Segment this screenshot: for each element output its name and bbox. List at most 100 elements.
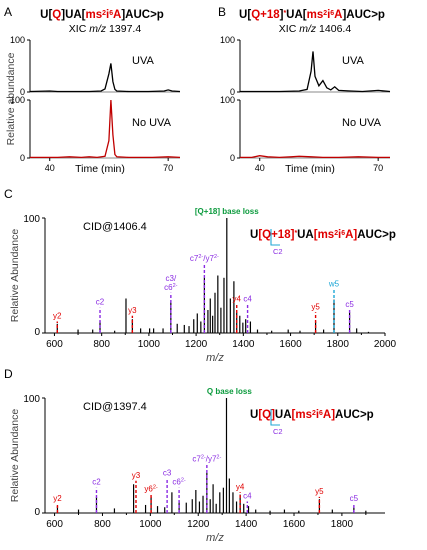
ion-label-part: y5 bbox=[311, 302, 320, 311]
sequence-label-part: AUC>p bbox=[357, 229, 396, 241]
ion-label-c5: c5 bbox=[350, 494, 359, 503]
ion-label-c4: c4 bbox=[243, 492, 252, 501]
xic-x-tick-label: 40 bbox=[45, 163, 55, 173]
ion-label-y3: y3 bbox=[132, 471, 141, 480]
sequence-label-part: [ms bbox=[314, 229, 334, 241]
base-loss-label: Q base loss bbox=[207, 387, 252, 396]
sequence-label-part: 2 bbox=[312, 410, 316, 417]
spectrum-x-tick-label: 1600 bbox=[283, 519, 306, 530]
spectrum-x-tick-label: 2000 bbox=[374, 339, 397, 350]
panel-letter-a: A bbox=[4, 5, 12, 19]
sequence-label-part: i bbox=[316, 409, 319, 421]
ion-label-part: 2- bbox=[181, 478, 186, 484]
spectrum-x-tick-label: 1000 bbox=[139, 519, 162, 530]
spectrum-x-tick-label: 800 bbox=[93, 339, 110, 350]
panelA-title-part: i bbox=[106, 9, 109, 21]
ion-label-part: c6 bbox=[172, 478, 181, 487]
ion-label-part: y3 bbox=[132, 471, 141, 480]
xic-x-axis-label: Time (min) bbox=[75, 163, 125, 175]
ion-label-part: c7 bbox=[192, 455, 201, 464]
xic-x-tick-label: 40 bbox=[255, 163, 265, 173]
spectrum-y-axis-label: Relative Abundance bbox=[9, 409, 21, 503]
xic-y-tick-label: 100 bbox=[10, 35, 25, 45]
xic-x-axis-label: Time (min) bbox=[285, 163, 335, 175]
ion-label-part: 2- bbox=[153, 485, 158, 491]
ion-label-part: c5 bbox=[345, 300, 354, 309]
panelB-title-part: ]AUC>p bbox=[342, 9, 385, 21]
xic-subtitle-value: 1406.4 bbox=[316, 23, 351, 35]
sequence-label-part: i bbox=[338, 229, 341, 241]
spectrum-x-tick-label: 1200 bbox=[185, 339, 208, 350]
sequence-label-part: 6 bbox=[341, 230, 345, 237]
spectrum-x-tick-label: 800 bbox=[94, 519, 111, 530]
ion-label-part: y2 bbox=[53, 312, 62, 321]
sequence-label: U[Q]UA[ms2i6A]AUC>p bbox=[250, 409, 374, 421]
xic-y-tick-label: 100 bbox=[10, 95, 25, 105]
panelA-title-part: ]AUC>p bbox=[121, 9, 164, 21]
spectrum-annotation: CID@1397.4 bbox=[83, 401, 147, 413]
panelB-title-part: ] bbox=[280, 9, 284, 21]
ion-label-y4: y4 bbox=[232, 294, 241, 303]
ion-label-part: c4 bbox=[243, 294, 252, 303]
sequence-label-part: 6 bbox=[319, 410, 323, 417]
xic-y-tick-label: 100 bbox=[220, 35, 235, 45]
spectrum-x-tick-label: 1800 bbox=[327, 339, 350, 350]
ion-label-part: w5 bbox=[328, 279, 340, 288]
sequence-label-part: 2 bbox=[334, 230, 338, 237]
xic-series-label: No UVA bbox=[132, 117, 172, 129]
panelA-title-part: 6 bbox=[109, 10, 113, 17]
spectrum-x-tick-label: 1800 bbox=[331, 519, 354, 530]
panelA-title-part: A bbox=[113, 9, 121, 21]
ion-label-c3: c3/ bbox=[166, 274, 177, 283]
ion-label-c5: c5 bbox=[345, 300, 354, 309]
ion-label-part: /y7 bbox=[203, 254, 214, 263]
spectrum-x-tick-label: 1000 bbox=[138, 339, 161, 350]
xic-subtitle-prefix: XIC bbox=[69, 23, 89, 35]
fragment-cleavage-marker bbox=[270, 229, 280, 246]
panelA-title-part: U[ bbox=[40, 9, 52, 21]
panel-b-xic-chart: U[Q+18]*UA[ms2i6A]AUC>p XIC m/z 1406.4 100… bbox=[220, 9, 391, 175]
spectrum-x-tick-label: 1600 bbox=[279, 339, 302, 350]
spectrum-y-tick-label: 100 bbox=[23, 394, 40, 405]
ion-label-y2: y2 bbox=[53, 494, 62, 503]
fragment-cleavage-marker bbox=[270, 409, 280, 426]
ion-label-part: c3 bbox=[163, 469, 172, 478]
xic-series-label: UVA bbox=[132, 55, 154, 67]
sequence-label-part: [Q+18] bbox=[258, 229, 294, 241]
xic-y-tick-label: 100 bbox=[220, 95, 235, 105]
ion-label-part: 2- bbox=[216, 455, 221, 461]
ion-label-part: c5 bbox=[350, 494, 359, 503]
sequence-label-part: UA bbox=[297, 229, 314, 241]
ion-label-c2: c2 bbox=[92, 478, 101, 487]
xic-series-label: UVA bbox=[342, 55, 364, 67]
ion-label-line2: c62- bbox=[164, 283, 178, 292]
panelB-title-part: i bbox=[327, 9, 330, 21]
spectrum-x-tick-label: 600 bbox=[46, 339, 63, 350]
xic-trace-uva bbox=[240, 51, 391, 93]
xic-y-axis-label: Relative abundance bbox=[5, 52, 17, 145]
panelA-title-part: 2 bbox=[102, 10, 106, 17]
ion-label-part: y6 bbox=[144, 485, 153, 494]
panel-letter-c: C bbox=[4, 187, 13, 201]
ion-label-part: 2- bbox=[201, 455, 206, 461]
panel-letter-b: B bbox=[218, 5, 226, 19]
ion-label-part: /y7 bbox=[206, 455, 217, 464]
spectrum-y-tick-label: 0 bbox=[34, 507, 40, 518]
panelB-subtitle: XIC m/z 1406.4 bbox=[279, 23, 352, 35]
xic-subtitle-mz: m/z bbox=[89, 23, 107, 35]
ion-label-y5: y5 bbox=[315, 487, 324, 496]
base-loss-label: [Q+18] base loss bbox=[195, 207, 259, 216]
spectrum-y-tick-label: 100 bbox=[23, 214, 40, 225]
panelA-title-part: ms bbox=[86, 9, 103, 21]
xic-trace-uva bbox=[29, 63, 181, 93]
fragment-marker-label: C2 bbox=[273, 247, 283, 256]
sequence-label-part: [ms bbox=[292, 409, 312, 421]
ion-label-w5: w5 bbox=[328, 279, 340, 288]
xic-y-tick-label: 0 bbox=[230, 87, 235, 97]
spectrum-x-axis-label: m/z bbox=[206, 352, 224, 364]
xic-subtitle-value: 1397.4 bbox=[106, 23, 141, 35]
